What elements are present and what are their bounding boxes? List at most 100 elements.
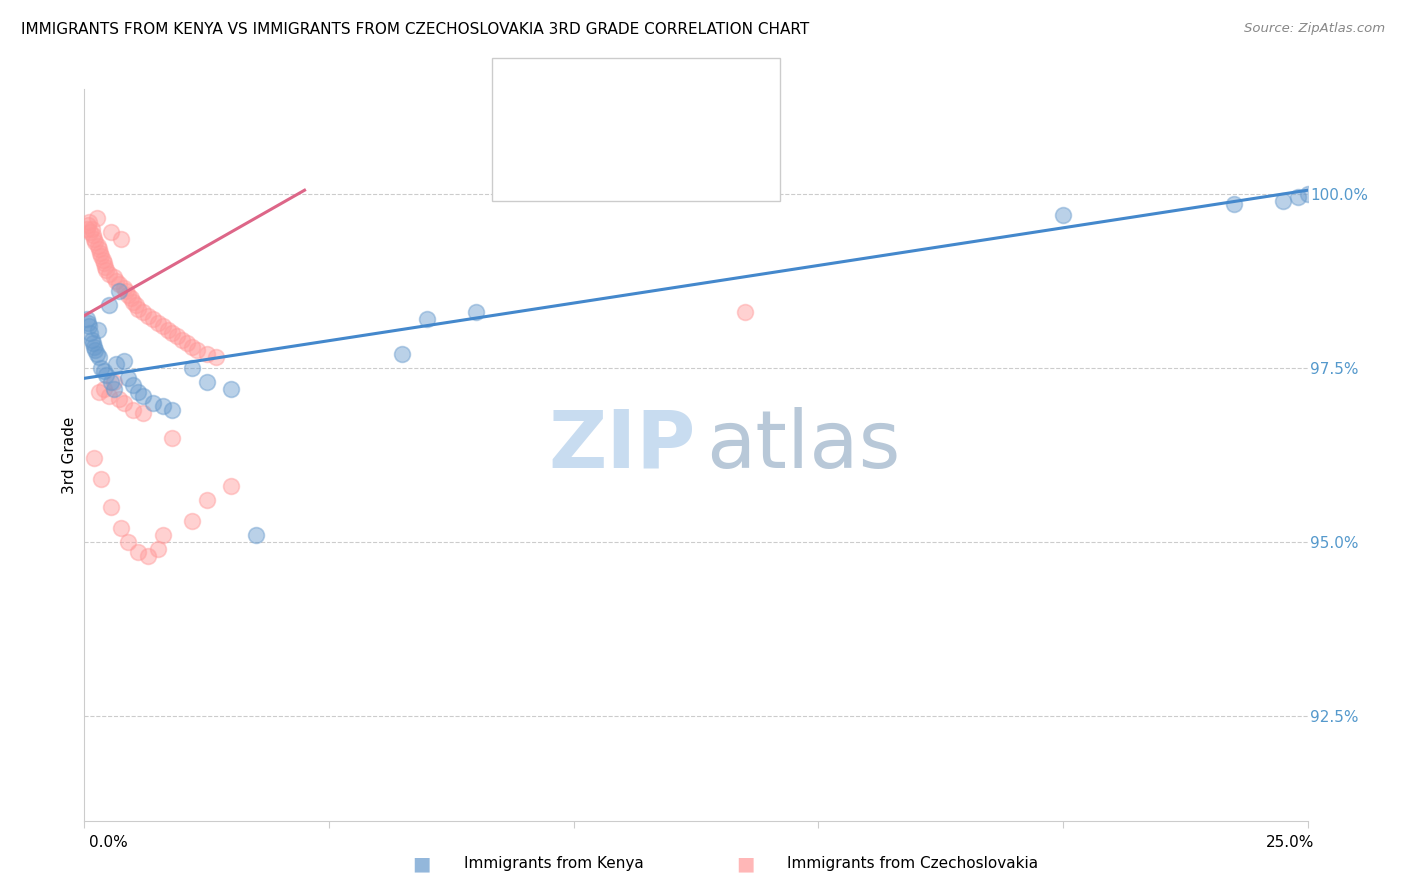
Point bbox=[117, 287, 139, 301]
Point bbox=[103, 270, 125, 285]
Point bbox=[103, 375, 125, 389]
Point bbox=[86, 211, 108, 225]
Point bbox=[205, 351, 228, 365]
Point bbox=[152, 399, 174, 413]
Text: N =: N = bbox=[650, 152, 693, 166]
Point bbox=[77, 218, 100, 232]
Point bbox=[115, 284, 138, 298]
Point bbox=[1223, 197, 1246, 211]
Point bbox=[100, 375, 122, 389]
Text: 0.321: 0.321 bbox=[598, 91, 650, 109]
Point bbox=[83, 451, 105, 466]
Point bbox=[76, 221, 98, 235]
Point bbox=[156, 322, 179, 336]
Point bbox=[79, 225, 101, 239]
Point bbox=[181, 360, 204, 375]
Point bbox=[181, 514, 204, 528]
Point bbox=[93, 256, 115, 270]
Point bbox=[181, 340, 204, 354]
Text: Source: ZipAtlas.com: Source: ZipAtlas.com bbox=[1244, 22, 1385, 36]
Point bbox=[195, 493, 218, 508]
Point bbox=[100, 225, 122, 239]
Y-axis label: 3rd Grade: 3rd Grade bbox=[62, 417, 77, 493]
Point bbox=[120, 291, 142, 305]
Point bbox=[110, 232, 132, 246]
Point bbox=[122, 378, 145, 392]
Point bbox=[176, 336, 198, 351]
Point bbox=[117, 371, 139, 385]
Point bbox=[90, 249, 112, 263]
Point bbox=[136, 549, 159, 563]
Point bbox=[112, 354, 135, 368]
Point bbox=[93, 364, 115, 378]
Text: 39: 39 bbox=[703, 91, 727, 109]
Point bbox=[77, 214, 100, 228]
Point bbox=[107, 277, 129, 292]
Point bbox=[195, 375, 218, 389]
Point bbox=[132, 305, 155, 319]
Point bbox=[162, 402, 184, 417]
Text: 0.0%: 0.0% bbox=[89, 836, 128, 850]
Point bbox=[110, 521, 132, 535]
Point bbox=[152, 319, 174, 334]
Point bbox=[125, 298, 148, 312]
Point bbox=[105, 357, 128, 371]
Point bbox=[82, 336, 104, 351]
Point bbox=[1286, 190, 1309, 204]
Point bbox=[77, 319, 100, 334]
Point bbox=[100, 500, 122, 515]
Point bbox=[87, 385, 110, 400]
Text: ■: ■ bbox=[735, 854, 755, 873]
Point bbox=[136, 309, 159, 323]
Point bbox=[132, 406, 155, 420]
Point bbox=[162, 430, 184, 444]
Point bbox=[97, 267, 120, 281]
Point bbox=[90, 360, 112, 375]
Text: IMMIGRANTS FROM KENYA VS IMMIGRANTS FROM CZECHOSLOVAKIA 3RD GRADE CORRELATION CH: IMMIGRANTS FROM KENYA VS IMMIGRANTS FROM… bbox=[21, 22, 810, 37]
Text: ■: ■ bbox=[516, 91, 531, 109]
Point bbox=[127, 301, 149, 316]
Point bbox=[219, 479, 242, 493]
Text: R =: R = bbox=[555, 93, 589, 107]
Point bbox=[1296, 186, 1319, 201]
Text: R =: R = bbox=[555, 152, 589, 166]
Point bbox=[87, 351, 110, 365]
Point bbox=[83, 340, 105, 354]
Text: Immigrants from Kenya: Immigrants from Kenya bbox=[464, 856, 644, 871]
Point bbox=[103, 382, 125, 396]
Point bbox=[83, 232, 105, 246]
Point bbox=[107, 392, 129, 407]
Point bbox=[97, 298, 120, 312]
Text: atlas: atlas bbox=[706, 407, 900, 485]
Point bbox=[86, 347, 108, 361]
Point bbox=[142, 395, 165, 409]
Point bbox=[122, 402, 145, 417]
Point bbox=[87, 322, 110, 336]
Point bbox=[82, 228, 104, 243]
Point bbox=[79, 326, 101, 340]
Point bbox=[1272, 194, 1295, 208]
Point bbox=[122, 294, 145, 309]
Point bbox=[166, 329, 188, 343]
Point bbox=[90, 472, 112, 486]
Point bbox=[142, 312, 165, 326]
Point bbox=[89, 246, 111, 260]
Point bbox=[84, 235, 107, 250]
Point bbox=[107, 284, 129, 298]
Point bbox=[186, 343, 208, 358]
Point bbox=[76, 312, 98, 326]
Point bbox=[464, 305, 486, 319]
Point bbox=[87, 243, 110, 257]
Point bbox=[87, 239, 110, 253]
Point bbox=[84, 343, 107, 358]
Point bbox=[734, 305, 756, 319]
Point bbox=[112, 395, 135, 409]
Point bbox=[127, 385, 149, 400]
Text: 66: 66 bbox=[703, 150, 725, 168]
Point bbox=[77, 316, 100, 330]
Point bbox=[80, 221, 103, 235]
Point bbox=[416, 312, 439, 326]
Point bbox=[132, 389, 155, 403]
Text: Immigrants from Czechoslovakia: Immigrants from Czechoslovakia bbox=[787, 856, 1039, 871]
Point bbox=[93, 382, 115, 396]
